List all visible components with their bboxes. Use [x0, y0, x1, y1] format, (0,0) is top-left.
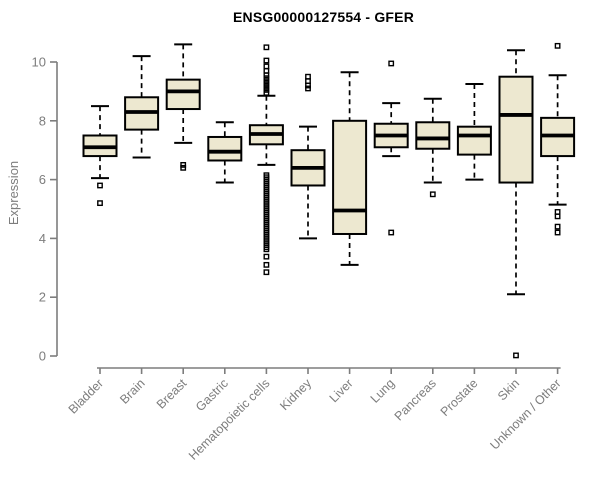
outlier-lung: [388, 60, 395, 67]
outlier-hematopoietic-cells: [263, 72, 270, 79]
box-gastric: [207, 135, 243, 162]
x-tick-label-pancreas: Pancreas: [392, 376, 439, 423]
box-prostate: [456, 125, 492, 156]
outlier-hematopoietic-cells: [263, 89, 270, 96]
outlier-hematopoietic-cells: [263, 57, 270, 64]
outlier-hematopoietic-cells: [263, 75, 270, 82]
outlier-lung: [388, 229, 395, 236]
outlier-skin: [513, 352, 519, 359]
y-tick-label: 10: [32, 55, 46, 70]
outlier-kidney: [305, 85, 311, 92]
outlier-hematopoietic-cells: [263, 253, 270, 260]
outlier-pancreas: [429, 191, 436, 198]
box-skin: [498, 75, 534, 184]
outlier-hematopoietic-cells: [263, 269, 270, 276]
outlier-breast: [180, 164, 187, 171]
x-tick-label-prostate: Prostate: [438, 376, 481, 419]
x-tick-label-liver: Liver: [327, 376, 356, 405]
box-breast: [165, 78, 201, 111]
outlier-hematopoietic-cells: [263, 87, 270, 93]
outlier-unknown-other: [554, 42, 561, 49]
outlier-hematopoietic-cells: [263, 246, 270, 253]
outlier-breast: [180, 161, 187, 168]
x-tick-label-gastric: Gastric: [193, 376, 231, 414]
y-tick-label: 6: [39, 172, 46, 187]
chart-title: ENSG00000127554 - GFER: [232, 9, 415, 25]
outlier-unknown-other: [554, 213, 561, 220]
outlier-hematopoietic-cells: [263, 84, 270, 90]
outlier-hematopoietic-cells: [263, 44, 270, 51]
y-tick-label: 2: [39, 290, 46, 305]
x-tick-label-brain: Brain: [117, 376, 148, 407]
y-tick-label: 4: [39, 231, 46, 246]
outlier-kidney: [305, 82, 311, 89]
outlier-hematopoietic-cells: [263, 261, 270, 268]
x-tick-label-skin: Skin: [495, 376, 522, 403]
x-tick-label-lung: Lung: [368, 376, 398, 406]
outlier-unknown-other: [554, 229, 561, 236]
outlier-bladder: [97, 200, 103, 207]
box-liver: [332, 119, 368, 235]
outlier-unknown-other: [554, 223, 561, 230]
outlier-hematopoietic-cells: [263, 78, 270, 85]
box-pancreas: [415, 121, 451, 150]
x-tick-label-bladder: Bladder: [66, 376, 106, 416]
x-tick-label-breast: Breast: [154, 376, 190, 412]
x-tick-label-hematopoietic-cells: Hematopoietic cells: [186, 376, 273, 463]
y-tick-label: 8: [39, 113, 46, 128]
x-tick-label-unknown-other: Unknown / Other: [487, 376, 563, 452]
outlier-hematopoietic-cells: [263, 81, 270, 87]
y-tick-label: 0: [39, 349, 46, 364]
outlier-bladder: [97, 182, 103, 189]
x-tick-label-kidney: Kidney: [277, 376, 314, 413]
